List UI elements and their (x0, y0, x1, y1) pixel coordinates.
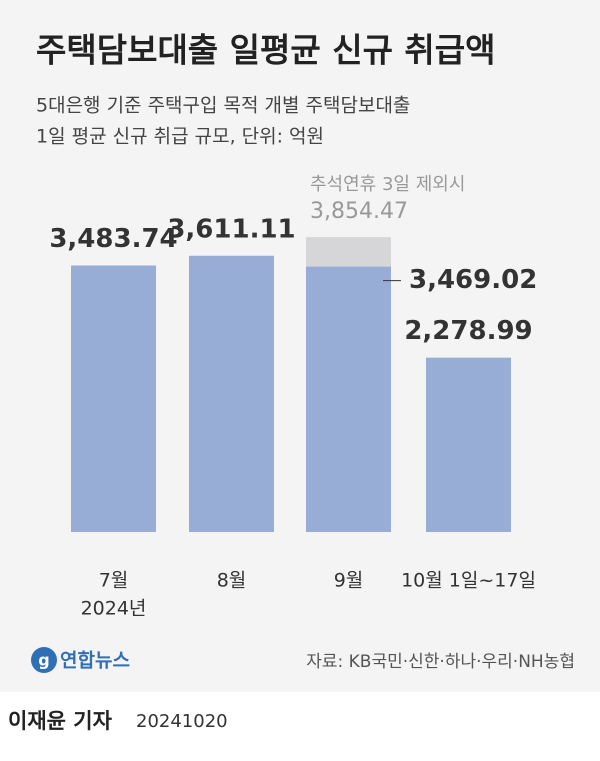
logo: 연합뉴스 (60, 650, 130, 672)
x-tick-label: 10월 1일~17일 (401, 570, 536, 592)
chart-title: 주택담보대출 일평균 신규 취급액 (36, 31, 496, 70)
x-tick-label: 8월 (217, 570, 247, 592)
alt-series-name: 추석연휴 3일 제외시 (310, 174, 465, 195)
source: 자료: KB국민·신한·하나·우리·NH농협 (306, 652, 575, 672)
bar (189, 255, 274, 532)
value-label: 3,611.11 (167, 214, 295, 244)
bar (71, 265, 156, 532)
byline: 이재윤 기자 (8, 709, 113, 733)
x-tick-label: 7월 (99, 570, 129, 592)
value-label: 3,469.02 (409, 265, 537, 295)
subtitle: 1일 평균 신규 취급 규모, 단위: 억원 (36, 126, 324, 148)
x-tick-sublabel: 2024년 (81, 598, 147, 620)
subtitle: 5대은행 기준 주택구입 목적 개별 주택담보대출 (36, 95, 410, 117)
logo-mark: g (38, 651, 49, 670)
date: 20241020 (136, 711, 228, 732)
value-label: 2,278.99 (404, 316, 532, 346)
bar (306, 266, 391, 532)
alt-value-label: 3,854.47 (310, 199, 408, 224)
x-tick-label: 9월 (334, 570, 364, 592)
value-label: 3,483.74 (49, 224, 177, 254)
logo-icon (31, 647, 57, 673)
bar (426, 357, 511, 532)
